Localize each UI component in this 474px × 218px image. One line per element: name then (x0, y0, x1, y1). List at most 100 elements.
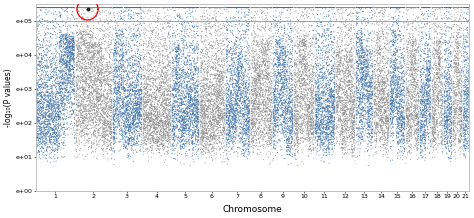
Point (148, 112, 155, 116)
Point (66, 105, 73, 108)
Point (433, 64, 440, 67)
Point (54, 77, 61, 81)
Point (209, 108, 217, 111)
Point (402, 21, 410, 24)
Point (153, 108, 160, 112)
Point (232, 106, 240, 110)
Point (68, 53, 75, 57)
Point (364, 70, 372, 73)
Point (44, 103, 52, 106)
Point (58, 56, 65, 60)
Point (446, 72, 454, 76)
Point (414, 117, 422, 121)
Point (82, 126, 90, 130)
Point (95, 53, 103, 57)
Point (77, 120, 84, 123)
Point (352, 109, 360, 112)
Point (232, 101, 239, 105)
Point (400, 125, 408, 129)
Point (357, 119, 365, 122)
Point (464, 96, 471, 100)
Point (86, 73, 94, 77)
Point (239, 54, 246, 58)
Point (96, 68, 104, 72)
Point (74, 6, 82, 9)
Point (320, 142, 328, 146)
Point (114, 123, 122, 127)
Point (225, 133, 232, 136)
Point (302, 61, 310, 65)
Point (59, 35, 66, 39)
Point (134, 130, 141, 133)
Point (314, 144, 321, 147)
Point (328, 101, 336, 105)
Point (56, 46, 64, 50)
Point (316, 6, 323, 9)
Point (262, 64, 269, 67)
Point (454, 67, 462, 71)
Point (267, 116, 274, 120)
Point (110, 136, 118, 139)
Point (94, 92, 101, 95)
Point (210, 111, 218, 115)
Point (99, 132, 107, 136)
Point (347, 26, 355, 30)
Point (168, 92, 175, 96)
Point (437, 32, 445, 35)
Point (337, 101, 344, 104)
Point (296, 116, 304, 119)
Point (162, 107, 169, 111)
Point (127, 9, 135, 12)
Point (166, 121, 173, 125)
Point (237, 110, 244, 114)
Point (204, 117, 211, 120)
Point (255, 77, 263, 81)
Point (354, 60, 361, 63)
Point (36, 91, 43, 95)
Point (314, 39, 322, 43)
Point (361, 33, 368, 36)
Point (102, 135, 109, 138)
Point (131, 134, 139, 138)
Point (94, 71, 102, 75)
Point (286, 129, 294, 132)
Point (263, 96, 271, 99)
Point (156, 6, 164, 9)
Point (268, 6, 275, 9)
Point (351, 159, 359, 163)
Point (463, 75, 470, 79)
Point (332, 85, 340, 88)
Point (400, 134, 408, 137)
Point (175, 48, 182, 51)
Point (360, 38, 368, 41)
Point (293, 112, 301, 116)
Point (202, 131, 210, 135)
Point (382, 42, 389, 45)
Point (433, 112, 440, 116)
Point (258, 45, 265, 49)
Point (333, 49, 341, 52)
Point (35, 149, 43, 152)
Point (411, 55, 419, 58)
Point (229, 143, 237, 146)
Point (158, 53, 166, 56)
Point (64, 59, 72, 62)
Point (132, 30, 140, 34)
Point (190, 89, 197, 92)
Point (199, 121, 207, 125)
Point (223, 121, 231, 125)
Point (320, 99, 328, 102)
Point (410, 40, 417, 44)
Point (129, 117, 137, 121)
Point (183, 105, 191, 108)
Point (463, 95, 470, 99)
Point (287, 38, 295, 41)
Point (400, 21, 408, 25)
Point (285, 119, 293, 123)
Point (283, 82, 290, 86)
Point (160, 148, 167, 152)
Point (89, 6, 96, 9)
Point (225, 23, 232, 26)
Point (302, 88, 310, 91)
Point (189, 139, 196, 142)
